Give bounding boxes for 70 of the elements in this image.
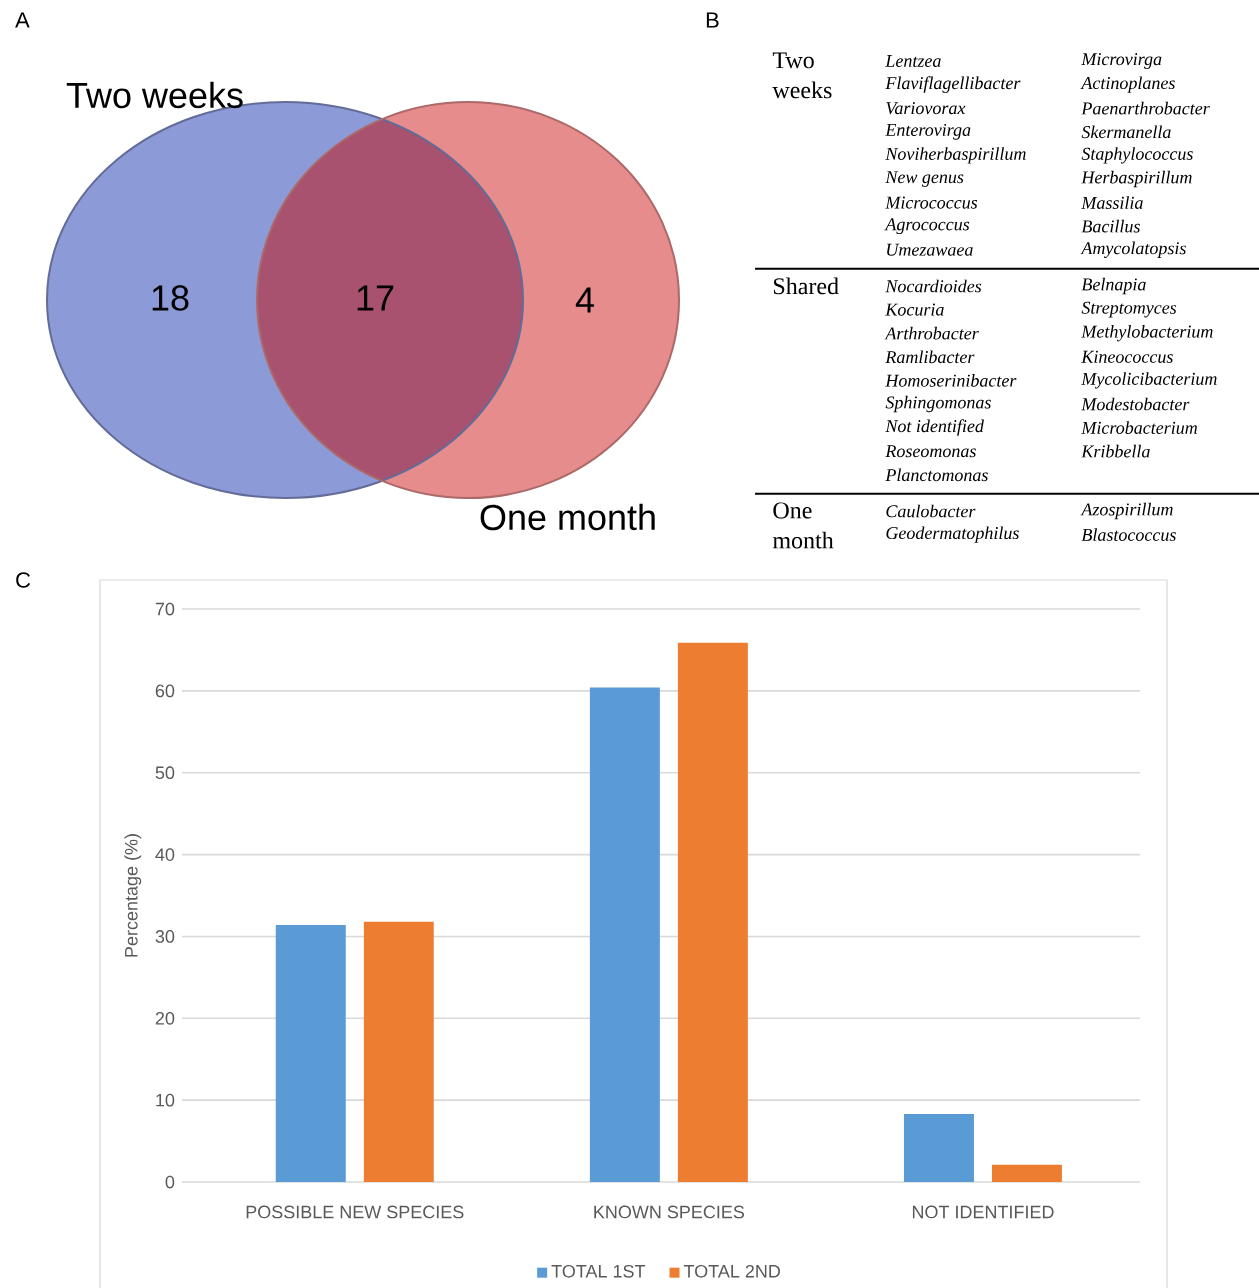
text: Micrococcus xyxy=(885,196,978,209)
category-label: One month xyxy=(772,502,834,549)
bar xyxy=(903,1114,974,1183)
text: Umezawaea xyxy=(887,243,973,256)
y-tick-label: 40 xyxy=(155,848,175,861)
text: Kocuria xyxy=(885,303,944,316)
x-tick-label: POSSIBLE NEW SPECIES xyxy=(246,1205,464,1219)
text: Variovorax xyxy=(886,102,966,115)
data-label: 4 xyxy=(575,287,594,313)
text: Enterovirga xyxy=(885,123,971,140)
text: Blastococcus xyxy=(1081,528,1176,541)
bar xyxy=(589,687,660,1183)
bar xyxy=(677,642,748,1183)
text: Kineococcus xyxy=(1081,350,1173,363)
text: Lentzea xyxy=(885,55,941,67)
text: Streptomyces xyxy=(1081,301,1177,318)
text: Amycolatopsis xyxy=(1080,241,1186,258)
text: Geodermatophilus xyxy=(886,526,1019,543)
text: Staphylococcus xyxy=(1081,147,1193,164)
y-tick-label: 70 xyxy=(155,602,175,616)
text: Herbaspirillum xyxy=(1081,170,1192,188)
x-tick-label: NOT IDENTIFIED xyxy=(912,1205,1054,1219)
y-tick-label: 60 xyxy=(155,684,175,698)
text: Microbacterium xyxy=(1081,421,1197,434)
text: Massilia xyxy=(1081,196,1143,209)
category-label: One month xyxy=(480,503,655,531)
text: Noviherbaspirillum xyxy=(885,147,1026,164)
text: A xyxy=(15,12,30,28)
data-label: 18 xyxy=(152,285,189,311)
bar xyxy=(991,1164,1062,1183)
y-tick-label: 10 xyxy=(156,1093,175,1107)
y-axis-title: Percentage (%) xyxy=(124,834,142,957)
text: Not identified xyxy=(885,419,984,436)
text: Belnapia xyxy=(1081,277,1146,295)
bar xyxy=(363,921,434,1183)
text: Roseomonas xyxy=(885,445,976,458)
text: Homoserinibacter xyxy=(885,374,1017,387)
text: Sphingomonas xyxy=(885,395,991,413)
text: Skermanella xyxy=(1081,125,1171,139)
text: New genus xyxy=(885,171,964,187)
data-label: 17 xyxy=(357,285,394,311)
text: Kribbella xyxy=(1081,444,1150,458)
category-label: Two weeks xyxy=(66,81,243,109)
legend-label: TOTAL 1ST xyxy=(551,1264,646,1278)
y-tick-label: 0 xyxy=(165,1175,175,1189)
y-tick-label: 30 xyxy=(155,930,175,943)
text: Methylobacterium xyxy=(1081,325,1213,342)
text: Nocardioides xyxy=(885,279,982,293)
y-tick-label: 20 xyxy=(155,1011,175,1025)
text: Actinoplanes xyxy=(1080,76,1175,93)
x-tick-label: KNOWN SPECIES xyxy=(594,1205,745,1219)
text: Paenarthrobacter xyxy=(1081,101,1210,115)
text: Flaviflagellibacter xyxy=(885,76,1021,93)
text: Modestobacter xyxy=(1081,397,1190,411)
text: Caulobacter xyxy=(886,504,976,518)
text: Microvirga xyxy=(1081,53,1162,69)
bar xyxy=(275,924,346,1183)
category-label: Two weeks xyxy=(772,52,832,99)
legend-label: TOTAL 2ND xyxy=(683,1264,780,1278)
text: Agrococcus xyxy=(884,218,970,235)
text: Azospirillum xyxy=(1080,502,1173,520)
category-label: Shared xyxy=(774,277,839,295)
text: Planctomonas xyxy=(885,468,988,482)
text: Ramlibacter xyxy=(885,350,975,364)
y-tick-label: 50 xyxy=(155,766,175,780)
chart-title: C xyxy=(16,572,31,588)
text: Arthrobacter xyxy=(884,326,979,340)
text: Mycolicibacterium xyxy=(1081,372,1217,389)
text: Bacillus xyxy=(1081,219,1140,233)
text: B xyxy=(706,12,719,28)
